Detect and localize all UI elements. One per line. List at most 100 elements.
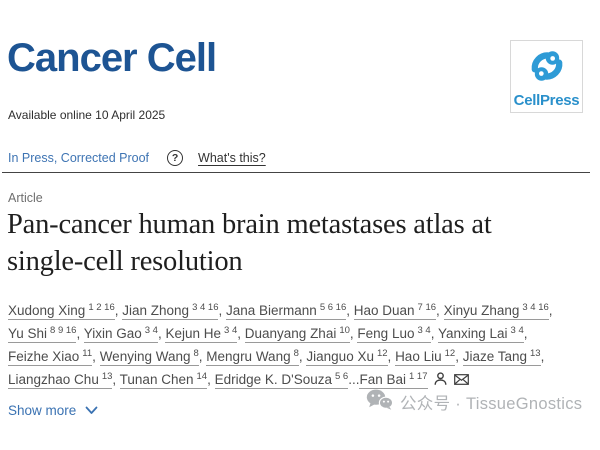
- available-online-date: Available online 10 April 2025: [8, 108, 166, 122]
- author-separator: ,: [430, 326, 438, 341]
- author-affiliation-superscript: 8: [293, 348, 299, 359]
- author-link[interactable]: Duanyang Zhai 10: [244, 325, 350, 343]
- author-link[interactable]: Jiaze Tang 13: [462, 348, 541, 366]
- author-link[interactable]: Kejun He 3 4: [165, 325, 238, 343]
- corresponding-author-icons: [434, 372, 469, 386]
- author-affiliation-superscript: 3 4: [224, 325, 238, 336]
- author-line: Liangzhao Chu 13, Tunan Chen 14, Edridge K…: [8, 369, 553, 392]
- author-name: Duanyang Zhai: [244, 326, 337, 341]
- author-name: Hao Duan: [353, 303, 415, 318]
- author-list: Xudong Xing 1 2 16, Jian Zhong 3 4 16, Jan…: [8, 300, 553, 392]
- author-affiliation-superscript: 8: [193, 348, 199, 359]
- author-name: Jana Biermann: [226, 303, 317, 318]
- author-link[interactable]: Yixin Gao 3 4: [83, 325, 158, 343]
- article-title-line1: Pan-cancer human brain metastases atlas …: [7, 209, 492, 240]
- author-affiliation-superscript: 8 9 16: [50, 325, 77, 336]
- author-link[interactable]: Edridge K. D'Souza 5 6: [214, 371, 349, 389]
- author-separator: ,: [76, 326, 84, 341]
- author-link[interactable]: Xudong Xing 1 2 16: [8, 302, 115, 320]
- author-separator: ,: [349, 326, 358, 341]
- author-name: Hao Liu: [395, 349, 442, 364]
- author-name: Yixin Gao: [83, 326, 142, 341]
- author-affiliation-superscript: 3 4: [144, 325, 158, 336]
- envelope-icon[interactable]: [453, 373, 469, 385]
- journal-title[interactable]: Cancer Cell: [7, 36, 217, 80]
- author-affiliation-superscript: 10: [339, 325, 350, 336]
- author-separator: ,: [237, 326, 245, 341]
- author-name: Kejun He: [165, 326, 222, 341]
- whats-this-link[interactable]: What's this?: [198, 151, 266, 165]
- author-link[interactable]: Tunan Chen 14: [119, 371, 208, 389]
- watermark-text: 公众号 · TissueGnostics: [400, 395, 583, 413]
- author-name: Xinyu Zhang: [443, 303, 520, 318]
- author-affiliation-superscript: 5 6: [334, 371, 349, 382]
- author-separator: ,: [298, 349, 307, 364]
- author-link[interactable]: Mengru Wang 8: [206, 348, 299, 366]
- author-link[interactable]: Fan Bai 1 17: [359, 371, 428, 389]
- author-separator: ,: [114, 303, 123, 318]
- author-separator: ,: [92, 349, 100, 364]
- author-link[interactable]: Feizhe Xiao 11: [8, 348, 93, 366]
- author-name: Jian Zhong: [122, 303, 190, 318]
- cellpress-wordmark: CellPress: [513, 92, 580, 109]
- author-link[interactable]: Hao Liu 12: [395, 348, 456, 366]
- author-affiliation-superscript: 14: [196, 371, 208, 382]
- article-type-label: Article: [8, 191, 43, 205]
- article-title: Pan-cancer human brain metastases atlas …: [7, 206, 587, 280]
- author-affiliation-superscript: 12: [444, 348, 456, 359]
- author-separator: ,: [346, 303, 354, 318]
- person-icon[interactable]: [434, 372, 447, 386]
- author-affiliation-superscript: 3 4 16: [192, 302, 219, 313]
- author-link[interactable]: Liangzhao Chu 13: [8, 371, 113, 389]
- author-name: Xudong Xing: [8, 303, 86, 318]
- author-line: Yu Shi 8 9 16, Yixin Gao 3 4, Kejun He 3 4,…: [8, 323, 553, 346]
- chevron-down-icon: [85, 403, 98, 418]
- author-affiliation-superscript: 3 4: [417, 325, 431, 336]
- author-affiliation-superscript: 7 16: [417, 302, 437, 313]
- author-name: Feng Luo: [357, 326, 415, 341]
- author-line: Xudong Xing 1 2 16, Jian Zhong 3 4 16, Jan…: [8, 300, 553, 323]
- author-name: Edridge K. D'Souza: [214, 372, 332, 387]
- author-name: Mengru Wang: [206, 349, 291, 364]
- author-name: Wenying Wang: [99, 349, 191, 364]
- show-more-button[interactable]: Show more: [8, 403, 98, 418]
- author-separator: ,: [540, 349, 545, 364]
- author-separator: ,: [218, 303, 226, 318]
- question-circle-icon[interactable]: ?: [167, 150, 184, 166]
- article-title-line2: single-cell resolution: [7, 246, 243, 277]
- author-affiliation-superscript: 12: [376, 348, 388, 359]
- author-separator: ,: [112, 372, 120, 387]
- author-line: Feizhe Xiao 11, Wenying Wang 8, Mengru Wan…: [8, 346, 553, 369]
- show-more-label: Show more: [8, 403, 77, 418]
- author-affiliation-superscript: 13: [530, 348, 541, 359]
- author-link[interactable]: Hao Duan 7 16: [353, 302, 437, 320]
- author-link[interactable]: Jana Biermann 5 6 16: [226, 302, 347, 320]
- author-link[interactable]: Yanxing Lai 3 4: [437, 325, 524, 343]
- cellpress-logo[interactable]: CellPress: [510, 40, 583, 113]
- author-separator: ,: [157, 326, 166, 341]
- watermark: 公众号 · TissueGnostics: [366, 389, 582, 415]
- wechat-icon: [366, 389, 394, 415]
- author-link[interactable]: Feng Luo 3 4: [357, 325, 431, 343]
- author-name: Jiaze Tang: [462, 349, 527, 364]
- in-press-status: In Press, Corrected Proof: [8, 151, 150, 165]
- author-name: Yu Shi: [8, 326, 48, 341]
- author-separator: ,: [548, 303, 553, 318]
- author-name: Yanxing Lai: [437, 326, 508, 341]
- author-name: Liangzhao Chu: [8, 372, 99, 387]
- author-name: Jianguo Xu: [306, 349, 374, 364]
- author-link[interactable]: Xinyu Zhang 3 4 16: [443, 302, 549, 320]
- author-affiliation-superscript: 1 17: [409, 371, 428, 382]
- author-link[interactable]: Wenying Wang 8: [99, 348, 199, 366]
- author-affiliation-superscript: 1 2 16: [88, 302, 115, 313]
- author-separator: ,: [436, 303, 444, 318]
- author-separator: ...: [348, 372, 360, 387]
- author-link[interactable]: Jianguo Xu 12: [306, 348, 388, 366]
- author-name: Tunan Chen: [119, 372, 194, 387]
- status-bar: In Press, Corrected Proof ? What's this?: [8, 149, 266, 167]
- author-link[interactable]: Yu Shi 8 9 16: [8, 325, 77, 343]
- author-affiliation-superscript: 13: [101, 371, 113, 382]
- author-link[interactable]: Jian Zhong 3 4 16: [122, 302, 219, 320]
- author-separator: ,: [207, 372, 215, 387]
